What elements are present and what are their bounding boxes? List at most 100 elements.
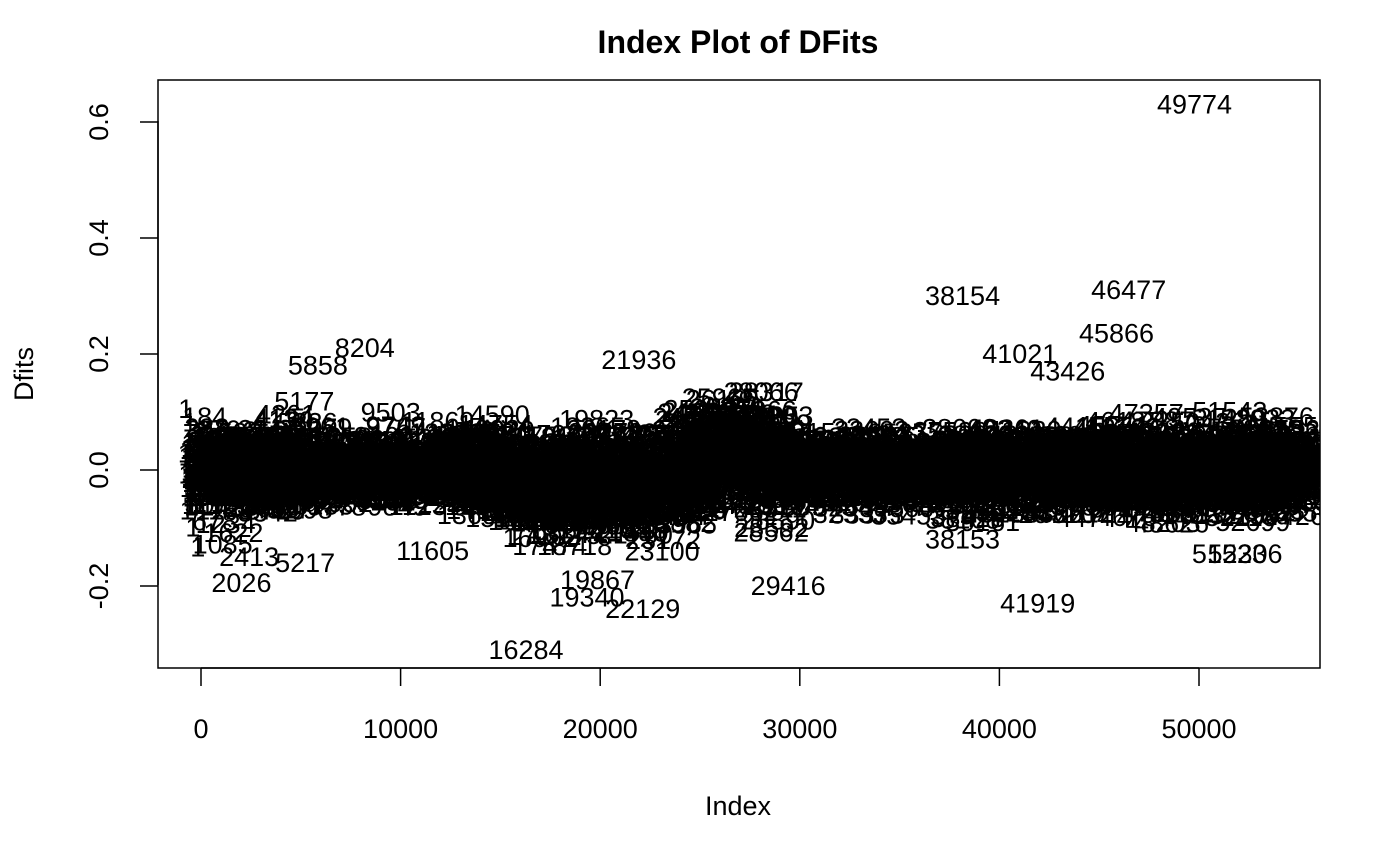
dense-point-label: 45595	[1074, 434, 1149, 464]
y-tick-label: 0.6	[84, 103, 114, 141]
dense-point-label: 38854	[939, 445, 1014, 475]
dense-point-label: 46038	[1082, 463, 1157, 493]
dense-point-label: 18718	[537, 531, 612, 561]
dense-point-label: 26293	[688, 401, 763, 431]
dense-point-label: 1	[184, 462, 199, 492]
outlier-point-label: 2026	[211, 568, 271, 598]
dense-point-label: 4081	[252, 448, 312, 478]
dense-point-label: 25824	[679, 450, 754, 480]
dense-point-label: 1817	[207, 444, 267, 474]
dense-point-label: 45552	[1073, 485, 1148, 515]
dense-point-label: 32681	[816, 458, 891, 488]
outlier-point-label: 22129	[605, 594, 680, 624]
dense-point-label: 20837	[579, 501, 654, 531]
dense-point-label: 48011	[1123, 463, 1196, 493]
dense-point-label: 17191	[507, 506, 582, 536]
dense-point-label: 32551	[813, 467, 888, 497]
dense-point-label: 13550	[434, 460, 509, 490]
dense-point-label: 50016	[1162, 483, 1237, 513]
dense-point-label: 21817	[599, 473, 674, 503]
dense-point-label: 26333	[689, 422, 764, 452]
dense-point-label: 35414	[870, 467, 945, 497]
dense-point-label: 20504	[573, 492, 648, 522]
outlier-point-label: 45866	[1079, 319, 1154, 349]
dense-point-label: 37812	[918, 488, 993, 518]
dense-point-label: 36763	[897, 479, 972, 509]
x-tick-label: 50000	[1161, 714, 1236, 744]
dense-point-label: 12431	[412, 447, 487, 477]
dense-point-label: 11576	[396, 435, 469, 465]
dense-point-label: 12967	[422, 447, 497, 477]
outlier-point-label: 11605	[396, 536, 469, 566]
dense-point-label: 26827	[699, 418, 774, 448]
dense-point-label: 22521	[613, 498, 688, 528]
dense-point-label: 13324	[429, 436, 504, 466]
dense-point-label: 36282	[888, 471, 963, 501]
y-tick-label: 0.4	[84, 219, 114, 257]
dense-point-label: 54270	[1247, 454, 1322, 484]
outlier-point-label: 5217	[275, 548, 335, 578]
x-tick-label: 20000	[563, 714, 638, 744]
dense-point-label: 11255	[389, 470, 462, 500]
x-axis-label: Index	[705, 791, 772, 821]
outlier-point-label: 49774	[1157, 90, 1232, 120]
dense-point-label: 44069	[1043, 457, 1118, 487]
outlier-point-label: 29416	[751, 571, 826, 601]
dense-point-label: 37888	[920, 436, 995, 466]
outlier-point-label: 52306	[1207, 539, 1282, 569]
dense-point-label: 6090	[293, 450, 353, 480]
dense-point-label: 19341	[549, 472, 624, 502]
dense-point-label: 1	[184, 491, 199, 521]
dense-point-label: 39408	[950, 464, 1025, 494]
dense-point-label: 48516	[1132, 446, 1207, 476]
dense-point-label: 28246	[727, 439, 802, 469]
dense-point-label: 5921	[289, 431, 349, 461]
outlier-point-label: 46477	[1091, 275, 1166, 305]
dense-point-label: 4261	[256, 400, 316, 430]
dense-point-label: 44481	[1051, 482, 1126, 512]
outlier-point-label: 38153	[925, 525, 1000, 555]
dense-point-label: 33914	[840, 442, 915, 472]
dense-point-label: 21332	[589, 467, 664, 497]
x-tick-label: 10000	[363, 714, 438, 744]
dense-point-label: 42749	[1017, 422, 1092, 452]
dense-point-label: 17355	[510, 485, 585, 515]
dense-point-label: 15009	[463, 442, 538, 472]
x-tick-label: 40000	[962, 714, 1037, 744]
dense-point-label: 16945	[502, 433, 577, 463]
dense-point-label: 45553	[1073, 487, 1148, 517]
outlier-point-label: 41919	[1000, 588, 1075, 618]
dense-point-label: 48485	[1131, 479, 1206, 509]
outlier-point-label: 16284	[488, 635, 563, 665]
dense-point-label: 30561	[773, 474, 848, 504]
outlier-point-label: 21936	[601, 345, 676, 375]
dense-point-label: 9831	[367, 458, 427, 488]
dense-point-label: 53209	[1226, 491, 1301, 521]
dense-point-label: 39353	[949, 431, 1024, 461]
y-tick-label: 0.0	[84, 451, 114, 489]
dense-point-label: 47116	[1105, 442, 1178, 472]
dense-point-label: 16733	[497, 471, 572, 501]
y-axis: -0.2 0.0 0.2 0.4 0.6	[84, 103, 159, 610]
dense-point-label: 26165	[686, 384, 761, 414]
outlier-point-label: 43426	[1030, 356, 1105, 386]
dense-point-label: 45506	[1072, 461, 1147, 491]
dense-point-label: 35820	[878, 461, 953, 491]
x-tick-label: 0	[193, 714, 208, 744]
dense-point-label: 19365	[550, 412, 625, 442]
dense-point-label: 8699	[345, 428, 405, 458]
dense-point-label: 52636	[1214, 429, 1289, 459]
dense-point-label: 44135	[1044, 484, 1119, 514]
dense-point-label: 50494	[1171, 435, 1246, 465]
dense-point-label: 45966	[1081, 441, 1156, 471]
dense-point-label: 21279	[588, 437, 663, 467]
dense-point-label: 9971	[370, 464, 430, 494]
y-tick-label: -0.2	[84, 563, 114, 610]
dense-point-label: 44743	[1057, 477, 1132, 507]
dense-point-label: 38733	[937, 471, 1012, 501]
dense-point-label: 11952	[403, 439, 476, 469]
dense-point-label: 40374	[969, 462, 1044, 492]
outlier-point-label: 5858	[288, 351, 348, 381]
